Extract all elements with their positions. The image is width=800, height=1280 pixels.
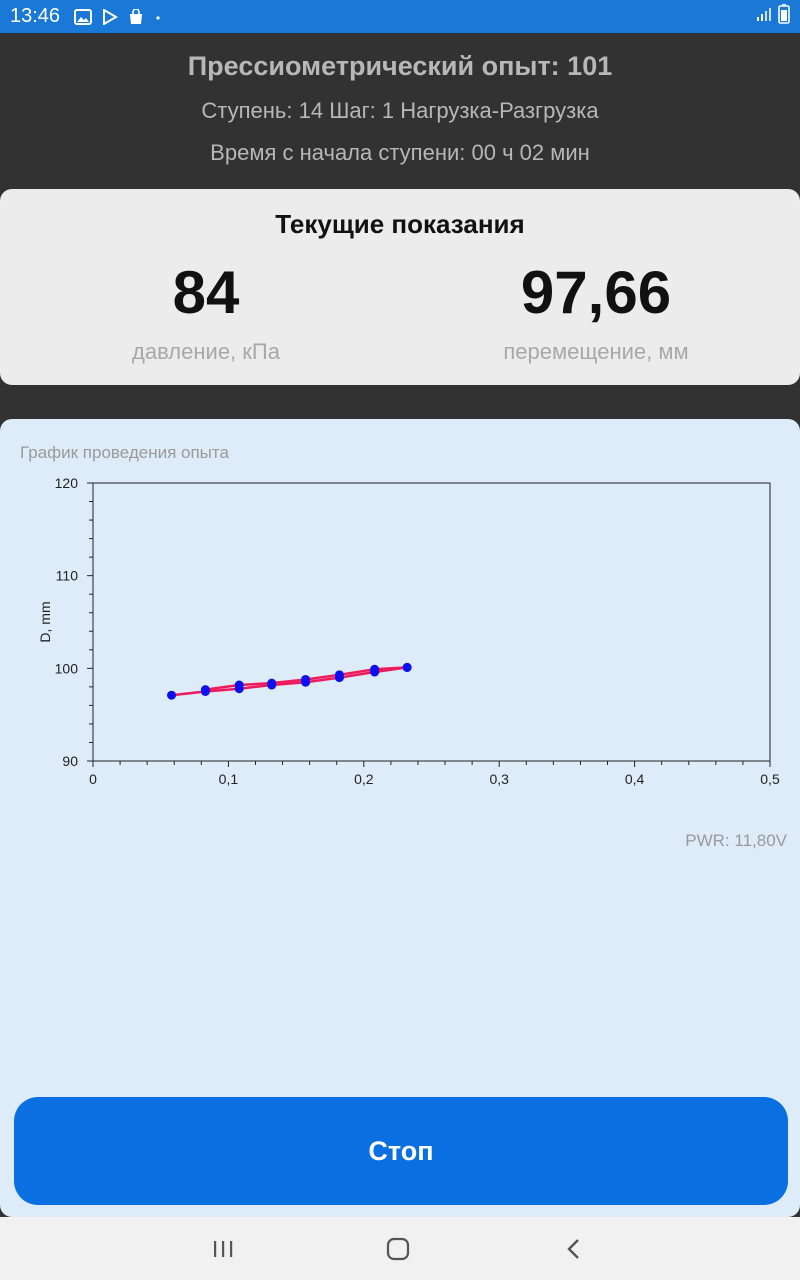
experiment-chart: 0 0,1 0,2 0,3 0,4 0,5 90 100 110 120 D, mm xyxy=(37,475,780,787)
data-point xyxy=(234,680,244,690)
x-tick-label: 0,5 xyxy=(760,771,780,787)
y-tick-label: 120 xyxy=(55,475,79,491)
x-tick-label: 0,1 xyxy=(219,771,239,787)
x-tick-label: 0,3 xyxy=(489,771,509,787)
data-point xyxy=(167,690,177,700)
data-point xyxy=(267,678,277,688)
current-readings-card: Текущие показания 84 давление, кПа 97,66… xyxy=(0,189,800,385)
y-axis-label: D, mm xyxy=(37,601,53,642)
data-point xyxy=(200,685,210,695)
displacement-value: 97,66 xyxy=(520,259,672,326)
home-icon[interactable] xyxy=(378,1233,418,1265)
displacement-reading: 97,66 перемещение, мм xyxy=(416,257,776,365)
recent-apps-icon[interactable] xyxy=(203,1233,243,1265)
x-tick-label: 0,2 xyxy=(354,771,374,787)
data-point xyxy=(402,662,412,672)
x-tick-label: 0 xyxy=(89,771,97,787)
chart-panel-title: График проведения опыта xyxy=(20,443,229,462)
status-time: 13:46 xyxy=(10,5,61,27)
experiment-header: Прессиометрический опыт: 101 Ступень: 14… xyxy=(0,33,800,189)
readings-title: Текущие показания xyxy=(275,209,525,239)
shopping-bag-icon xyxy=(128,8,144,25)
signal-icon xyxy=(756,6,772,27)
pressure-value: 84 xyxy=(172,259,240,326)
step-info: Ступень: 14 Шаг: 1 Нагрузка-Разгрузка xyxy=(201,98,599,123)
elapsed-time: Время с начала ступени: 00 ч 02 мин xyxy=(210,140,590,165)
y-tick-label: 90 xyxy=(62,753,78,769)
navigation-bar xyxy=(0,1217,800,1280)
back-icon[interactable] xyxy=(554,1233,594,1265)
data-point xyxy=(334,670,344,680)
series-line xyxy=(171,666,408,697)
play-store-icon xyxy=(102,8,119,25)
dot-icon xyxy=(154,9,162,25)
displacement-label: перемещение, мм xyxy=(503,339,689,364)
pressure-label: давление, кПа xyxy=(132,339,280,364)
experiment-title: Прессиометрический опыт: 101 xyxy=(187,51,613,81)
y-tick-label: 110 xyxy=(56,568,79,584)
data-point xyxy=(370,664,380,674)
power-readout: PWR: 11,80V xyxy=(685,831,787,850)
gallery-icon xyxy=(74,8,93,25)
x-tick-label: 0,4 xyxy=(625,771,645,787)
y-tick-label: 100 xyxy=(55,660,79,676)
stop-button[interactable]: Стоп xyxy=(14,1097,788,1205)
battery-icon xyxy=(778,4,790,29)
data-point xyxy=(301,674,311,684)
chart-panel: 0 0,1 0,2 0,3 0,4 0,5 90 100 110 120 D, mm График … xyxy=(0,419,800,1217)
plot-frame xyxy=(92,482,771,762)
status-bar: 13:46 xyxy=(0,0,800,33)
pressure-reading: 84 давление, кПа xyxy=(26,257,386,365)
